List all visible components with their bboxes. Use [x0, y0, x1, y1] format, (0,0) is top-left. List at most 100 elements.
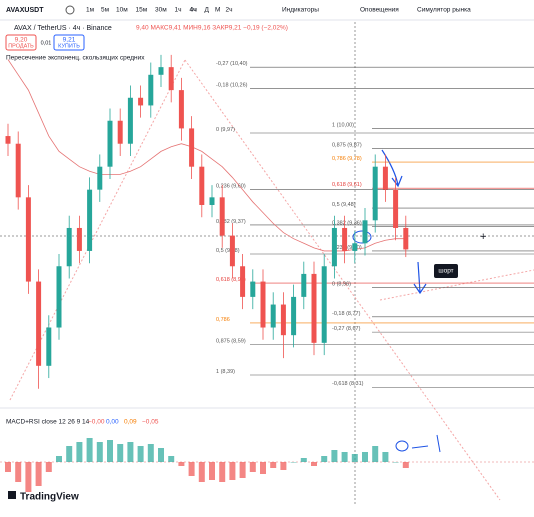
candle-body	[403, 227, 409, 250]
fib-label: -0,618 (8,31)	[332, 381, 364, 387]
interval[interactable]: 10м	[116, 7, 128, 14]
candle-body	[372, 166, 378, 221]
fib-label: -0,27 (8,67)	[332, 326, 361, 332]
simulator[interactable]: Симулятор рынка	[417, 7, 471, 14]
fib-label: 0,875 (8,59)	[216, 338, 246, 344]
moving-average	[7, 59, 406, 252]
candle-body	[76, 227, 82, 251]
interval[interactable]: М	[215, 7, 220, 14]
trade-button[interactable]	[5, 34, 37, 51]
brand-logo	[8, 491, 16, 499]
interval[interactable]: 4ч	[190, 7, 198, 14]
macd-bar	[158, 448, 164, 462]
fib-label: -0,18 (8,77)	[332, 311, 361, 317]
candle-body	[138, 97, 144, 106]
interval[interactable]: 1м	[86, 7, 95, 14]
trade-label: КУПИТЬ	[58, 43, 80, 49]
macd-bar	[372, 446, 379, 462]
macd-bar	[107, 440, 113, 462]
indicator-name: Пересечение экспоненц. скользящих средни…	[6, 55, 145, 62]
candle-body	[270, 304, 276, 328]
interval[interactable]: 15м	[136, 7, 148, 14]
macd-bar	[341, 452, 348, 462]
fib-label: 0 (8,96)	[332, 282, 351, 288]
trade-button[interactable]	[53, 34, 85, 51]
macd-value: 0,09	[124, 419, 137, 426]
macd-bar	[331, 450, 338, 462]
candle-body	[352, 243, 358, 251]
macd-value: 0,00	[106, 419, 119, 426]
fib-label: 0,875 (9,87)	[332, 142, 362, 148]
macd-bar	[56, 456, 62, 462]
fib-label: 0,236 (9,60)	[216, 184, 246, 190]
alerts[interactable]: Оповещения	[360, 7, 399, 14]
add-symbol[interactable]	[65, 5, 75, 15]
fib-label: 0,5 (9,48)	[332, 202, 356, 208]
candle-body	[66, 227, 72, 267]
candle-body	[56, 266, 62, 328]
macd-bar	[35, 462, 42, 486]
fib-label: 0,618 (9,61)	[332, 182, 362, 188]
macd-bar	[311, 462, 317, 466]
arrow-down-2	[413, 261, 427, 295]
interval[interactable]: 1ч	[175, 7, 182, 14]
macd-bar	[209, 462, 215, 480]
macd-value: −0,05	[142, 419, 159, 426]
macd-bar	[76, 442, 83, 462]
interval[interactable]: 5м	[101, 7, 110, 14]
trendlines	[9, 59, 534, 501]
candle-body	[127, 97, 133, 144]
candle-body	[229, 235, 235, 267]
candle-body	[393, 189, 399, 228]
candle-body	[311, 273, 317, 343]
interval[interactable]: Д	[205, 7, 210, 14]
candle-body	[331, 227, 337, 267]
macd-bar	[280, 462, 287, 470]
macd-bar	[15, 462, 22, 482]
interval[interactable]: 2ч	[226, 7, 233, 14]
fib-label: -0,18 (10,26)	[216, 83, 248, 89]
scribble	[411, 434, 441, 453]
ohlc: 9,40 МАКС9,41 МИН9,16 ЗАКР9,21 −0,19 (−2…	[136, 25, 288, 32]
chart-title: AVAX / TetherUS · 4ч · Binance	[14, 25, 112, 32]
macd-bar	[66, 446, 73, 462]
macd-bar	[127, 442, 134, 462]
macd-bar	[5, 462, 11, 472]
interval[interactable]: 30м	[155, 7, 167, 14]
toolbar-bg	[0, 0, 534, 20]
fib-label: 1 (10,00)	[332, 122, 354, 128]
spread: 0,01	[41, 40, 52, 46]
macd-bar	[290, 462, 297, 463]
macd-bar	[219, 462, 226, 482]
fib-label: 0,382 (9,36)	[332, 220, 362, 226]
fib-label: -0,27 (10,40)	[216, 61, 248, 67]
candle-body	[158, 67, 164, 75]
brand: TradingView	[20, 492, 79, 503]
candle-body	[107, 120, 113, 167]
candle-body	[321, 266, 327, 343]
macd-bar	[147, 444, 154, 462]
trade-price: 9,20	[15, 37, 28, 44]
macd-bar	[249, 462, 256, 472]
circle-mark	[352, 230, 372, 244]
fib-label: 0 (9,97)	[216, 127, 235, 133]
macd-bar	[239, 462, 246, 478]
fib-label: 0,5 (9,18)	[216, 248, 240, 254]
macd-bar	[362, 452, 368, 462]
fib-label: 0,618 (8,99)	[216, 277, 246, 283]
macd-bar	[392, 462, 399, 463]
macd-bar	[229, 462, 236, 480]
circle-mark-2	[395, 440, 409, 452]
indicators[interactable]: Индикаторы	[282, 7, 319, 14]
macd-bar	[382, 452, 389, 462]
cursor: +	[480, 231, 486, 243]
candle-body	[178, 90, 184, 129]
candle-body	[97, 166, 103, 190]
macd-bar	[117, 444, 124, 462]
macd-bar	[137, 446, 144, 462]
candle-body	[240, 266, 246, 297]
macd-bar	[45, 462, 52, 472]
symbol[interactable]: AVAXUSDT	[6, 7, 44, 14]
